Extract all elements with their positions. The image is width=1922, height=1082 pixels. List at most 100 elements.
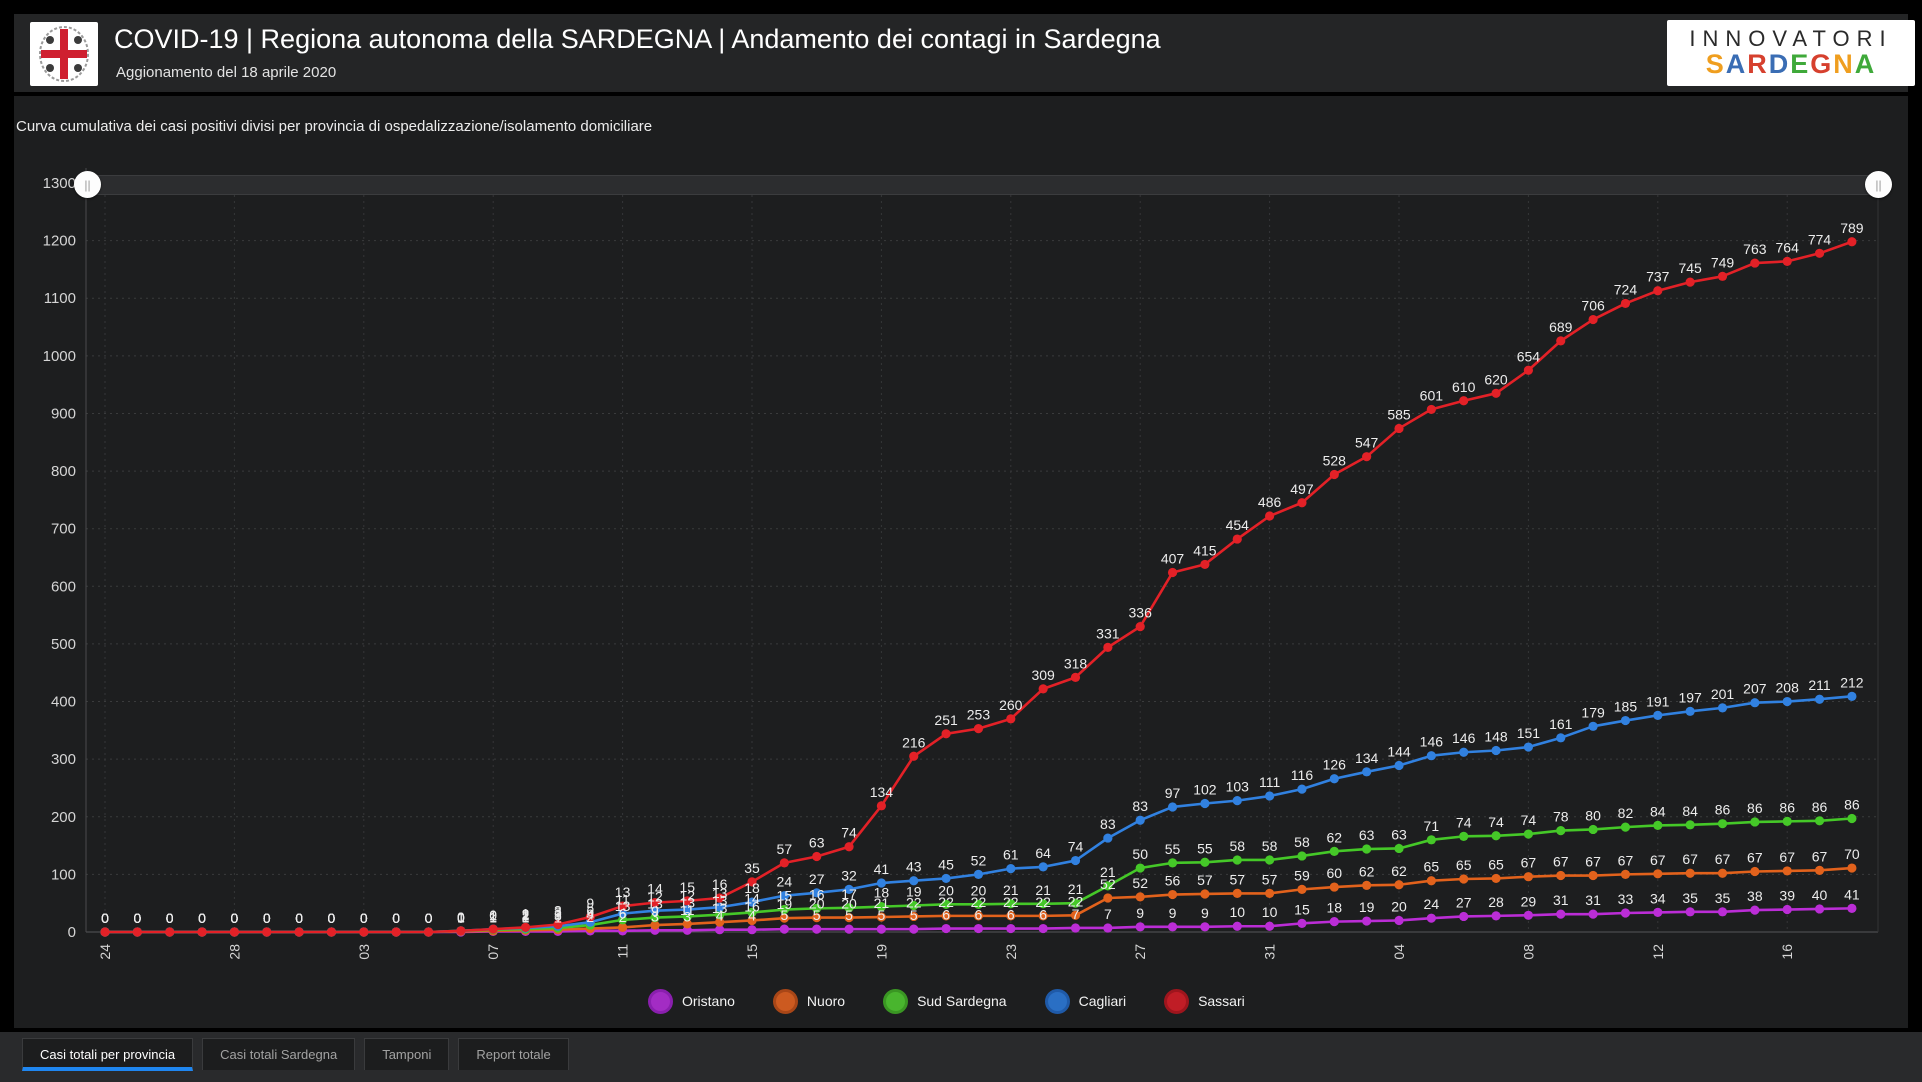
sud-sardegna-point[interactable]	[1523, 829, 1533, 839]
cagliari-point[interactable]	[618, 908, 628, 919]
nuoro-point[interactable]	[1459, 874, 1469, 884]
sassari-point[interactable]	[1814, 248, 1825, 258]
oristano-point[interactable]	[1750, 905, 1760, 915]
oristano-point[interactable]	[1394, 915, 1404, 926]
legend-item-oristano[interactable]: Oristano	[648, 988, 735, 1014]
legend-item-sud-sardegna[interactable]: Sud Sardegna	[883, 988, 1007, 1014]
nuoro-point[interactable]	[1103, 893, 1113, 903]
cagliari-point[interactable]	[1200, 798, 1210, 809]
cagliari-point[interactable]	[1459, 747, 1469, 757]
oristano-point[interactable]	[1232, 921, 1242, 931]
oristano-point[interactable]	[1491, 911, 1501, 921]
nuoro-point[interactable]	[812, 912, 822, 923]
cagliari-point[interactable]	[909, 876, 919, 886]
nuoro-point[interactable]	[876, 912, 887, 922]
sassari-point[interactable]	[1491, 388, 1501, 398]
sud-sardegna-point[interactable]	[1782, 816, 1792, 826]
sud-sardegna-point[interactable]	[941, 899, 951, 909]
sud-sardegna-point[interactable]	[1750, 817, 1760, 827]
cagliari-point[interactable]	[1232, 796, 1242, 806]
oristano-point[interactable]	[812, 924, 822, 934]
sassari-point[interactable]	[488, 924, 498, 934]
oristano-point[interactable]	[876, 924, 887, 934]
cagliari-point[interactable]	[1394, 760, 1404, 771]
sassari-point[interactable]	[229, 927, 239, 937]
oristano-point[interactable]	[909, 924, 919, 934]
sud-sardegna-point[interactable]	[1620, 822, 1631, 832]
nuoro-point[interactable]	[909, 911, 919, 922]
sassari-point[interactable]	[132, 927, 142, 937]
cagliari-point[interactable]	[1167, 802, 1178, 812]
sud-sardegna-point[interactable]	[1847, 813, 1857, 824]
nuoro-point[interactable]	[1750, 866, 1760, 877]
sassari-point[interactable]	[1426, 404, 1436, 415]
sassari-point[interactable]	[1038, 684, 1048, 694]
cagliari-point[interactable]	[1653, 710, 1663, 720]
sassari-point[interactable]	[165, 927, 175, 937]
nuoro-point[interactable]	[1135, 892, 1145, 902]
cagliari-point[interactable]	[1814, 694, 1825, 704]
nuoro-point[interactable]	[1588, 870, 1598, 881]
oristano-point[interactable]	[941, 923, 951, 934]
sud-sardegna-point[interactable]	[1329, 846, 1339, 856]
sud-sardegna-point[interactable]	[1038, 899, 1048, 909]
sassari-point[interactable]	[294, 927, 304, 937]
oristano-point[interactable]	[1070, 923, 1081, 933]
oristano-point[interactable]	[1588, 909, 1598, 919]
sassari-point[interactable]	[1750, 258, 1760, 268]
oristano-point[interactable]	[747, 925, 757, 935]
sassari-point[interactable]	[1653, 286, 1663, 296]
nuoro-point[interactable]	[1523, 872, 1533, 882]
sassari-point[interactable]	[1070, 672, 1081, 682]
sud-sardegna-point[interactable]	[1426, 835, 1436, 845]
nuoro-point[interactable]	[941, 911, 951, 921]
nuoro-point[interactable]	[1620, 869, 1631, 879]
sassari-point[interactable]	[553, 919, 563, 930]
sud-sardegna-point[interactable]	[747, 907, 757, 918]
nuoro-point[interactable]	[1006, 911, 1016, 921]
cagliari-point[interactable]	[747, 897, 757, 907]
cagliari-point[interactable]	[1038, 862, 1048, 872]
sud-sardegna-point[interactable]	[1653, 820, 1663, 831]
nuoro-point[interactable]	[1782, 866, 1792, 876]
oristano-point[interactable]	[682, 925, 692, 935]
sassari-point[interactable]	[423, 927, 434, 937]
sassari-point[interactable]	[1847, 237, 1857, 247]
sud-sardegna-point[interactable]	[973, 899, 984, 909]
cagliari-point[interactable]	[1782, 696, 1792, 707]
tab-report-totale[interactable]: Report totale	[458, 1038, 569, 1070]
oristano-point[interactable]	[1329, 917, 1339, 927]
oristano-point[interactable]	[1847, 903, 1857, 913]
sassari-point[interactable]	[1297, 498, 1307, 508]
oristano-point[interactable]	[1685, 907, 1695, 917]
oristano-point[interactable]	[1556, 909, 1566, 919]
nuoro-point[interactable]	[1653, 869, 1663, 879]
sud-sardegna-point[interactable]	[715, 910, 725, 920]
oristano-point[interactable]	[1297, 918, 1307, 928]
cagliari-point[interactable]	[1491, 745, 1501, 756]
sassari-point[interactable]	[262, 927, 272, 937]
nuoro-point[interactable]	[844, 912, 854, 923]
sud-sardegna-point[interactable]	[1556, 825, 1566, 836]
nuoro-point[interactable]	[1265, 888, 1275, 898]
sassari-point[interactable]	[1232, 534, 1242, 544]
cagliari-point[interactable]	[1103, 833, 1113, 843]
cagliari-point[interactable]	[682, 904, 692, 915]
sud-sardegna-point[interactable]	[1265, 855, 1275, 865]
oristano-point[interactable]	[1459, 911, 1469, 922]
cagliari-point[interactable]	[1717, 703, 1728, 713]
sassari-point[interactable]	[1362, 452, 1372, 462]
cagliari-point[interactable]	[1135, 815, 1145, 825]
sassari-point[interactable]	[1167, 567, 1178, 578]
nuoro-point[interactable]	[1329, 882, 1339, 892]
sud-sardegna-point[interactable]	[1167, 858, 1178, 868]
sassari-point[interactable]	[1685, 277, 1695, 287]
cagliari-point[interactable]	[973, 869, 984, 879]
sud-sardegna-point[interactable]	[1491, 831, 1501, 841]
cagliari-point[interactable]	[1265, 791, 1275, 801]
sassari-point[interactable]	[812, 851, 822, 862]
oristano-point[interactable]	[1038, 923, 1048, 934]
sud-sardegna-point[interactable]	[650, 912, 660, 923]
sud-sardegna-point[interactable]	[1070, 898, 1081, 908]
sassari-point[interactable]	[1265, 511, 1275, 521]
